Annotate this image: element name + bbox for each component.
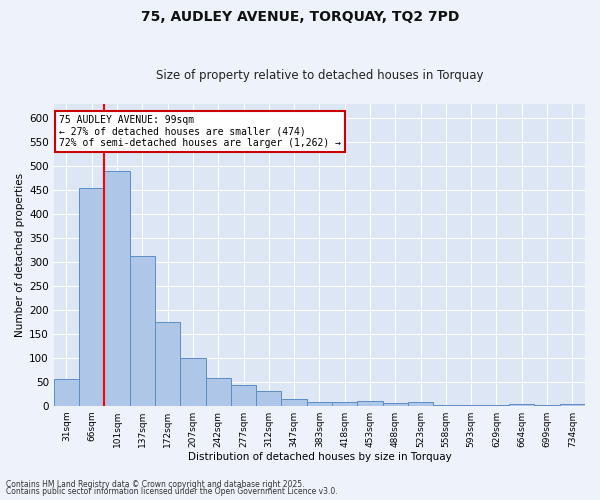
Bar bbox=[130, 256, 155, 406]
Bar bbox=[256, 392, 281, 406]
Y-axis label: Number of detached properties: Number of detached properties bbox=[15, 173, 25, 337]
Bar bbox=[231, 385, 256, 406]
Bar bbox=[180, 358, 206, 406]
Text: Contains HM Land Registry data © Crown copyright and database right 2025.: Contains HM Land Registry data © Crown c… bbox=[6, 480, 305, 489]
Bar bbox=[509, 404, 535, 406]
Text: 75, AUDLEY AVENUE, TORQUAY, TQ2 7PD: 75, AUDLEY AVENUE, TORQUAY, TQ2 7PD bbox=[141, 10, 459, 24]
Title: Size of property relative to detached houses in Torquay: Size of property relative to detached ho… bbox=[155, 69, 483, 82]
Bar bbox=[79, 188, 104, 406]
Text: Contains public sector information licensed under the Open Government Licence v3: Contains public sector information licen… bbox=[6, 487, 338, 496]
Bar bbox=[54, 380, 79, 406]
Bar bbox=[104, 171, 130, 406]
Bar bbox=[560, 404, 585, 406]
Bar bbox=[433, 405, 458, 406]
Bar bbox=[358, 401, 383, 406]
X-axis label: Distribution of detached houses by size in Torquay: Distribution of detached houses by size … bbox=[188, 452, 451, 462]
Bar bbox=[307, 402, 332, 406]
Bar bbox=[408, 402, 433, 406]
Text: 75 AUDLEY AVENUE: 99sqm
← 27% of detached houses are smaller (474)
72% of semi-d: 75 AUDLEY AVENUE: 99sqm ← 27% of detache… bbox=[59, 114, 341, 148]
Bar bbox=[383, 404, 408, 406]
Bar bbox=[281, 398, 307, 406]
Bar bbox=[155, 322, 180, 406]
Bar bbox=[332, 402, 358, 406]
Bar bbox=[206, 378, 231, 406]
